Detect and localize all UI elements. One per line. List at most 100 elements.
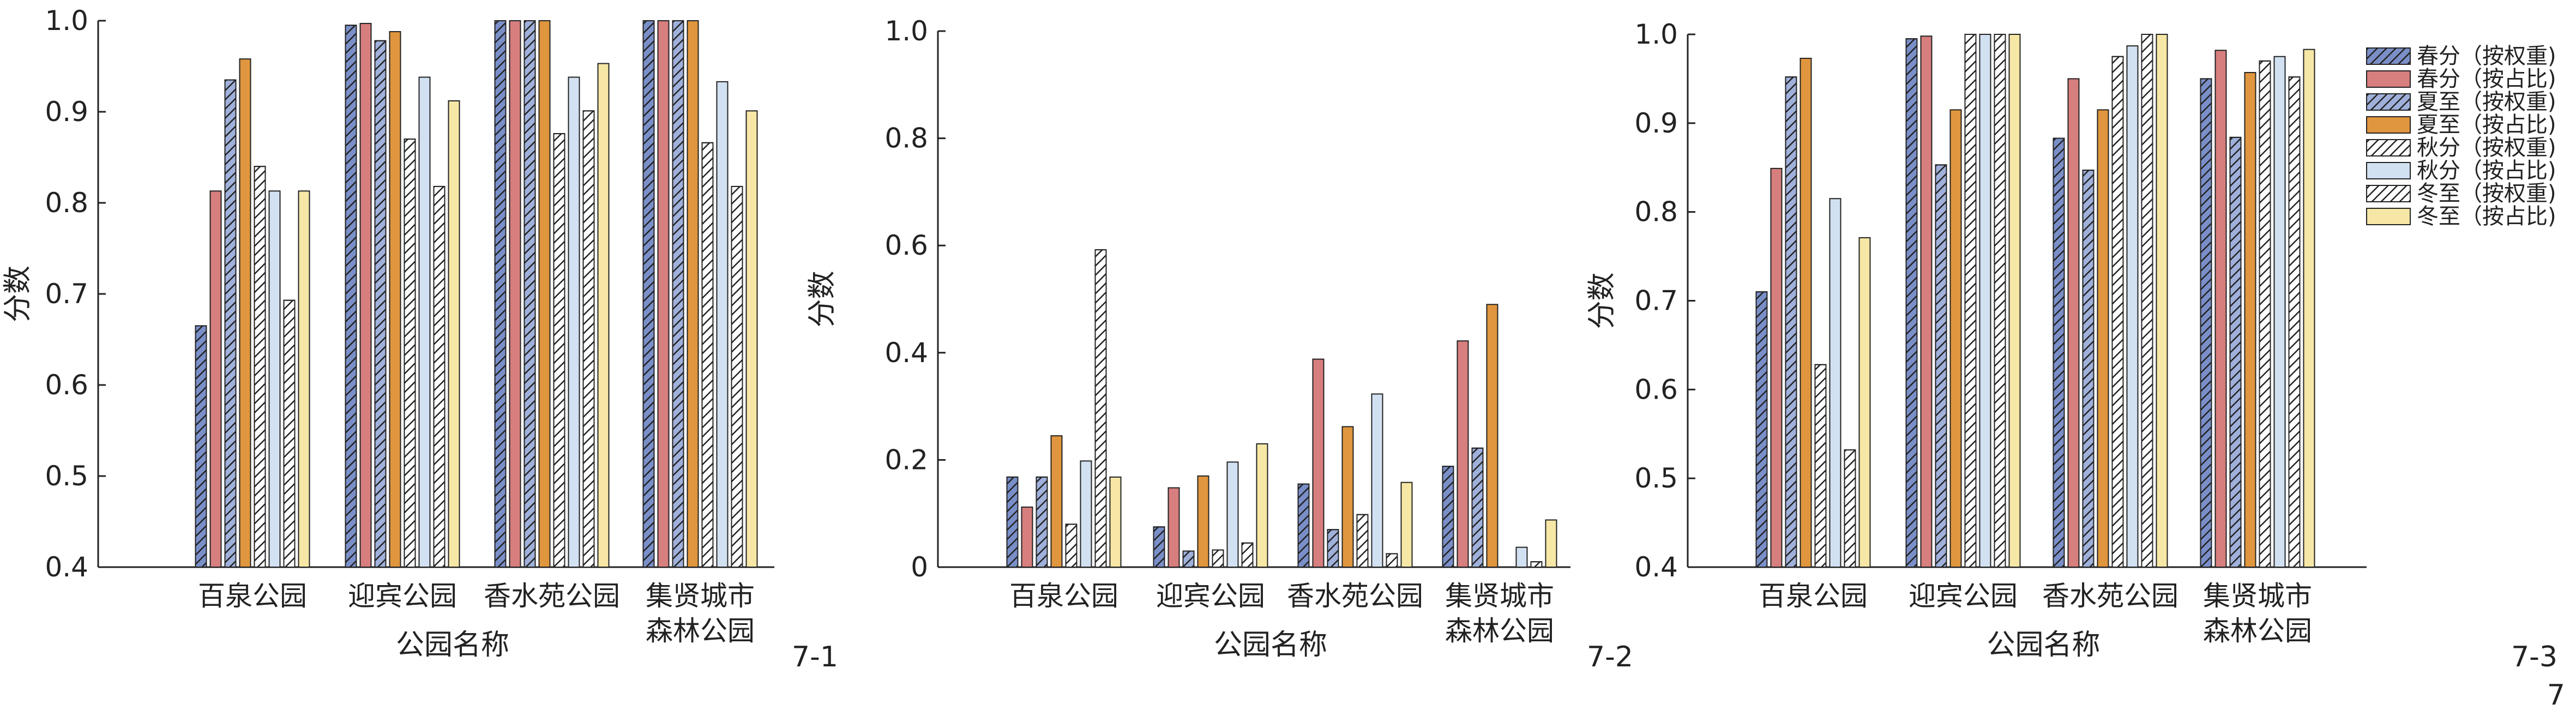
x-tick-label: 集贤城市 [1445,580,1554,612]
x-axis-label: 公园名称 [1214,629,1327,661]
panel-label: 7-2 [1587,641,1633,673]
legend-item: 夏至（按占比) [2366,112,2556,137]
y-tick-label: 0.4 [1634,551,1678,583]
bar [1080,460,1092,568]
x-tick-label: 森林公园 [1445,615,1554,647]
bar [553,133,565,568]
bar [1471,447,1484,568]
x-tick-label: 香水苑公园 [484,580,620,612]
panel-label: 7-1 [792,641,838,673]
bar [224,79,237,568]
bar [1327,529,1339,568]
legend-label: 夏至（按占比) [2417,112,2556,137]
bar [1153,526,1165,568]
x-axis-label: 公园名称 [1987,629,2100,661]
bar [389,31,401,568]
x-tick-label: 香水苑公园 [2042,580,2178,612]
legend-label: 冬至（按权重) [2417,181,2556,206]
bar [1979,34,1991,568]
x-tick-label: 森林公园 [646,615,755,647]
bar [1530,561,1543,568]
legend-label: 春分（按占比) [2417,67,2556,92]
figure-number: 7 [2547,679,2565,710]
bar [1949,109,1962,568]
bar [2303,49,2315,568]
legend-label: 夏至（按权重) [2417,89,2556,115]
bar [687,20,699,568]
x-tick-label: 森林公园 [2203,615,2312,647]
bar [642,20,655,568]
legend-swatch [2366,116,2411,134]
bar [283,299,296,568]
bar [1226,461,1239,568]
bar [2053,137,2065,568]
x-tick-label: 百泉公园 [198,580,307,612]
bar [1356,514,1369,568]
y-tick-label: 0.5 [1634,462,1678,494]
bar [701,142,714,568]
bar [745,110,758,568]
bar [1182,550,1195,568]
y-tick-label: 0.6 [1634,374,1678,405]
bar [731,185,743,568]
bar [195,325,207,568]
bar [1050,435,1063,568]
y-tick-label: 0.2 [884,444,928,476]
x-axis-label: 公园名称 [396,629,509,661]
bar [494,20,507,568]
bar [1197,475,1209,568]
bar [568,76,580,568]
bar [1770,167,1783,568]
legend-label: 春分（按权重) [2417,44,2556,69]
y-tick-label: 0.8 [1634,196,1678,228]
legend: 春分（按权重)春分（按占比)夏至（按权重)夏至（按占比)秋分（按权重)秋分（按占… [2366,44,2556,229]
bar [2126,45,2139,568]
legend-swatch [2366,162,2411,179]
bar [1036,476,1048,568]
bar [1905,38,1918,568]
bar [239,58,251,568]
y-axis-label: 分数 [1586,272,1618,329]
bar [1241,542,1254,568]
bar [509,20,521,568]
y-tick-label: 0 [911,551,928,583]
legend-item: 秋分（按占比) [2366,158,2556,183]
x-tick-label: 迎宾公园 [348,580,457,612]
bar [1844,449,1856,568]
legend-swatch [2366,70,2411,88]
bar [2097,109,2109,568]
bar [1167,487,1180,568]
bar [2008,34,2021,568]
legend-item: 秋分（按权重) [2366,135,2556,160]
bar [1545,519,1557,568]
y-tick-label: 0.7 [45,278,88,310]
x-tick-label: 百泉公园 [1009,580,1118,612]
bar [538,20,551,568]
bar [1006,476,1019,568]
legend-item: 冬至（按权重) [2366,181,2556,206]
bar [2259,60,2271,568]
bar [2214,50,2227,568]
bar [1341,426,1354,568]
bar [523,20,536,568]
bar [2067,78,2080,568]
bar [298,190,310,568]
y-axis-label: 分数 [806,270,839,327]
bar [2141,34,2153,568]
bar [2200,78,2212,568]
bar [433,185,446,568]
y-tick-label: 1.0 [45,5,88,37]
y-tick-label: 0.8 [45,187,88,219]
bar [1312,358,1325,568]
y-tick-label: 0.4 [45,551,88,583]
legend-swatch [2366,208,2411,225]
legend-label: 秋分（按权重) [2417,135,2556,160]
legend-item: 夏至（按权重) [2366,89,2556,115]
bar [2229,136,2242,568]
bar [2288,76,2301,568]
bar [268,190,281,568]
bar [1785,76,1797,568]
